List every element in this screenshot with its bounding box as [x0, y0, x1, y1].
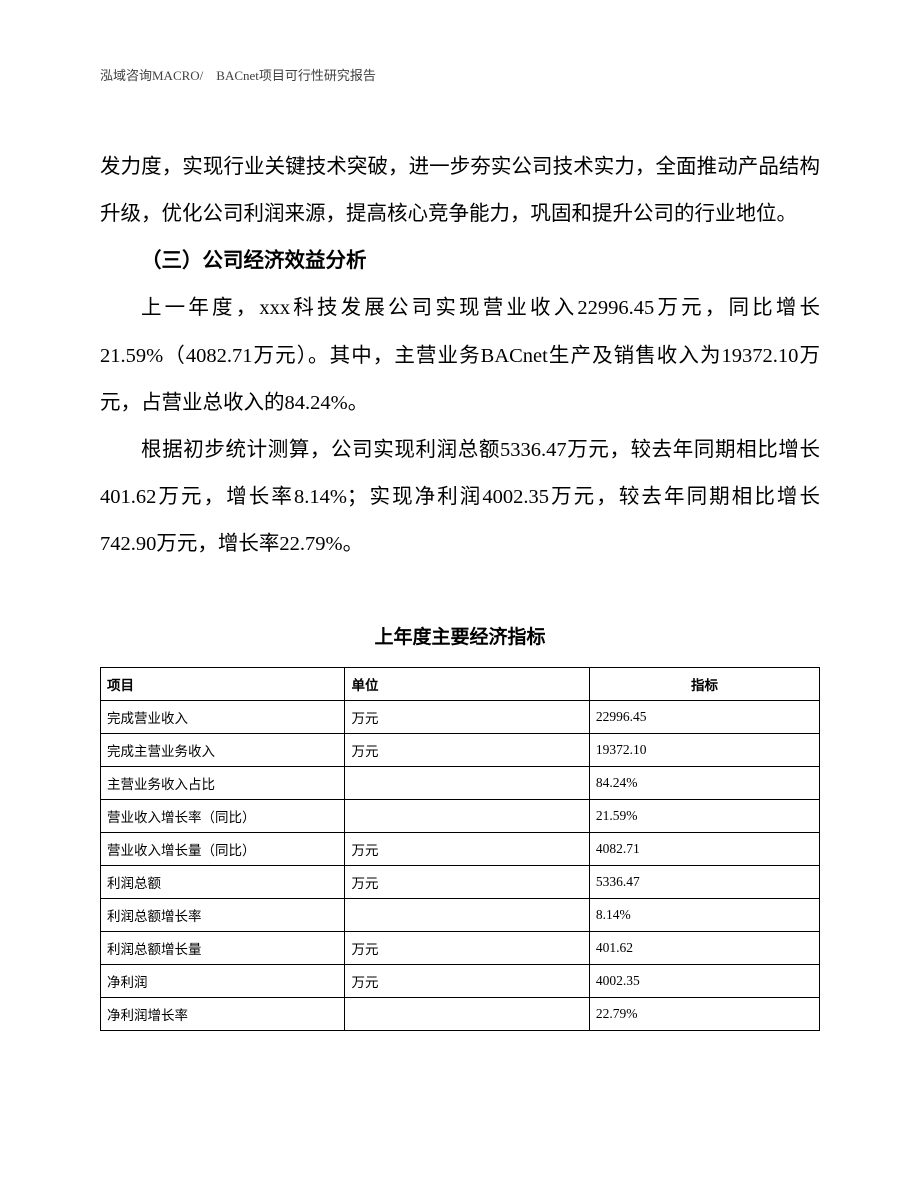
paragraph-3: 根据初步统计测算，公司实现利润总额5336.47万元，较去年同期相比增长401.…	[100, 427, 820, 568]
cell-indicator: 8.14%	[589, 899, 819, 932]
cell-item: 净利润增长率	[101, 998, 345, 1031]
table-row: 完成主营业务收入 万元 19372.10	[101, 734, 820, 767]
cell-indicator: 22.79%	[589, 998, 819, 1031]
table-row: 营业收入增长率（同比） 21.59%	[101, 800, 820, 833]
cell-indicator: 22996.45	[589, 701, 819, 734]
cell-item: 营业收入增长率（同比）	[101, 800, 345, 833]
cell-unit	[345, 899, 589, 932]
cell-unit: 万元	[345, 701, 589, 734]
cell-item: 利润总额增长量	[101, 932, 345, 965]
cell-item: 营业收入增长量（同比）	[101, 833, 345, 866]
cell-unit: 万元	[345, 965, 589, 998]
cell-unit	[345, 767, 589, 800]
cell-item: 利润总额增长率	[101, 899, 345, 932]
cell-indicator: 21.59%	[589, 800, 819, 833]
table-title: 上年度主要经济指标	[100, 622, 820, 649]
table-row: 净利润 万元 4002.35	[101, 965, 820, 998]
page-header: 泓域咨询MACRO/ BACnet项目可行性研究报告	[100, 65, 820, 84]
col-header-indicator: 指标	[589, 668, 819, 701]
cell-item: 主营业务收入占比	[101, 767, 345, 800]
cell-unit	[345, 800, 589, 833]
cell-unit	[345, 998, 589, 1031]
cell-indicator: 4002.35	[589, 965, 819, 998]
cell-unit: 万元	[345, 833, 589, 866]
cell-indicator: 19372.10	[589, 734, 819, 767]
cell-unit: 万元	[345, 932, 589, 965]
body-text: 发力度，实现行业关键技术突破，进一步夯实公司技术实力，全面推动产品结构升级，优化…	[100, 144, 820, 568]
header-text: 泓域咨询MACRO/ BACnet项目可行性研究报告	[100, 68, 376, 83]
cell-item: 完成营业收入	[101, 701, 345, 734]
cell-indicator: 4082.71	[589, 833, 819, 866]
section-heading: （三）公司经济效益分析	[100, 238, 820, 285]
table-row: 利润总额增长量 万元 401.62	[101, 932, 820, 965]
cell-indicator: 401.62	[589, 932, 819, 965]
col-header-unit: 单位	[345, 668, 589, 701]
cell-item: 利润总额	[101, 866, 345, 899]
cell-indicator: 5336.47	[589, 866, 819, 899]
paragraph-continuation: 发力度，实现行业关键技术突破，进一步夯实公司技术实力，全面推动产品结构升级，优化…	[100, 144, 820, 238]
cell-unit: 万元	[345, 866, 589, 899]
table-row: 营业收入增长量（同比） 万元 4082.71	[101, 833, 820, 866]
cell-item: 净利润	[101, 965, 345, 998]
cell-item: 完成主营业务收入	[101, 734, 345, 767]
table-row: 净利润增长率 22.79%	[101, 998, 820, 1031]
cell-indicator: 84.24%	[589, 767, 819, 800]
indicators-table: 项目 单位 指标 完成营业收入 万元 22996.45 完成主营业务收入 万元 …	[100, 667, 820, 1031]
table-header-row: 项目 单位 指标	[101, 668, 820, 701]
col-header-item: 项目	[101, 668, 345, 701]
table-row: 利润总额 万元 5336.47	[101, 866, 820, 899]
cell-unit: 万元	[345, 734, 589, 767]
table-row: 利润总额增长率 8.14%	[101, 899, 820, 932]
table-row: 完成营业收入 万元 22996.45	[101, 701, 820, 734]
paragraph-2: 上一年度，xxx科技发展公司实现营业收入22996.45万元，同比增长21.59…	[100, 285, 820, 426]
table-row: 主营业务收入占比 84.24%	[101, 767, 820, 800]
document-page: 泓域咨询MACRO/ BACnet项目可行性研究报告 发力度，实现行业关键技术突…	[0, 0, 920, 1191]
